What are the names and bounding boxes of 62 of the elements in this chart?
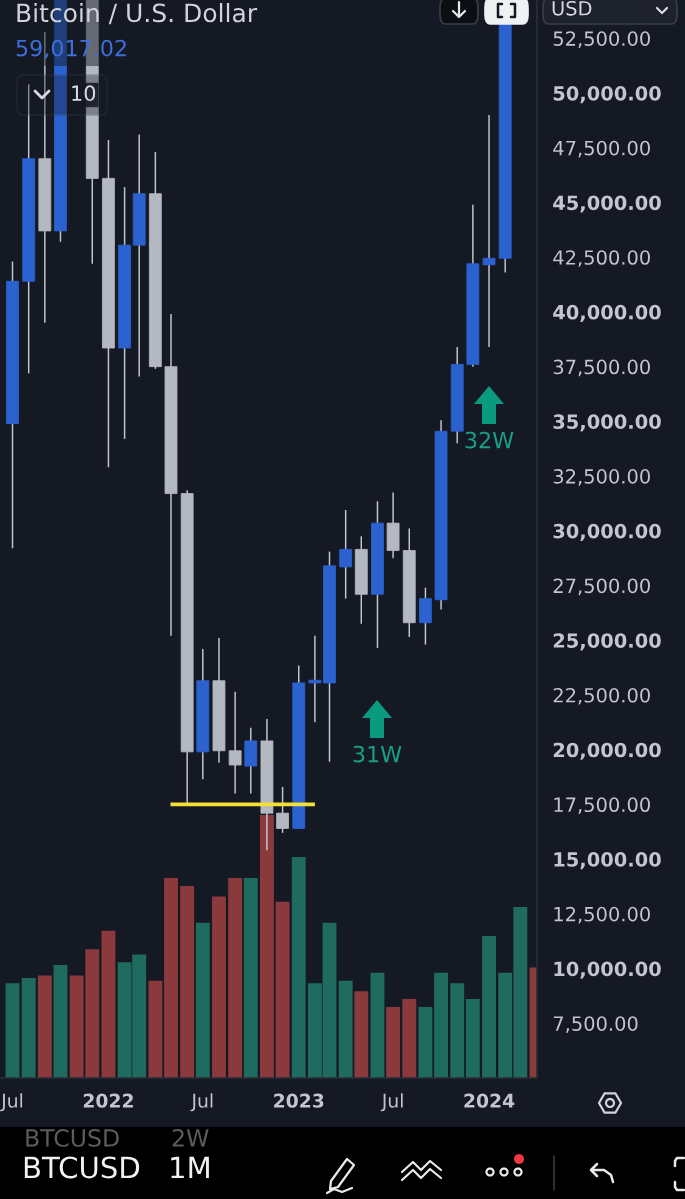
- x-tick-label: Jul: [190, 1093, 213, 1112]
- y-tick-label: 52,500.00: [553, 31, 650, 48]
- bar: [228, 878, 243, 1078]
- y-tick-label: 20,000.00: [553, 742, 661, 760]
- annotation: 59,017.02: [16, 39, 126, 59]
- y-tick-label: 27,500.00: [553, 578, 650, 596]
- bar: [180, 886, 195, 1078]
- y-tick-label: 35,000.00: [553, 414, 661, 432]
- y-tick-label: 10,000.00: [554, 961, 661, 979]
- text: BTCUSD: [26, 1128, 119, 1147]
- y-tick-label: 47,500.00: [553, 140, 650, 158]
- y-tick-label: 25,000.00: [553, 633, 661, 651]
- bar: [5, 983, 20, 1078]
- annotation: 32W: [465, 431, 514, 449]
- bar: [53, 964, 68, 1078]
- bar: [418, 1006, 433, 1078]
- bar: [450, 983, 465, 1078]
- y-tick-label: 32,500.00: [553, 469, 650, 486]
- chart-title: Bitcoin / U.S. Dollar: [17, 3, 258, 25]
- text: 2W: [172, 1128, 209, 1147]
- bar: [164, 878, 178, 1078]
- bar: [465, 999, 480, 1078]
- y-tick-label: 50,000.00: [553, 85, 661, 104]
- candlestick: [228, 691, 242, 794]
- candlestick: [132, 134, 146, 377]
- bar: [101, 930, 116, 1078]
- bar: [21, 978, 36, 1078]
- text: BTCUSD: [24, 1156, 140, 1179]
- y-tick-label: 45,000.00: [553, 195, 661, 213]
- y-tick-label: 42,500.00: [553, 250, 650, 267]
- text: 1M: [171, 1156, 209, 1179]
- y-tick-label: 17,500.00: [554, 797, 650, 815]
- x-tick-label: 2023: [274, 1093, 324, 1108]
- bar: [402, 999, 417, 1078]
- bar: [37, 975, 52, 1078]
- y-tick-label: 7,500.00: [553, 1016, 638, 1033]
- annotation: 10: [72, 85, 96, 102]
- bar: [354, 991, 369, 1078]
- y-tick-label: 30,000.00: [553, 523, 661, 541]
- y-tick-label: 40,000.00: [553, 304, 661, 323]
- annotation: 31W: [353, 745, 402, 763]
- bar: [275, 901, 290, 1078]
- x-tick-label: Jul: [0, 1093, 23, 1112]
- y-tick-label: 37,500.00: [553, 359, 650, 377]
- bar: [291, 857, 306, 1078]
- bar: [434, 972, 449, 1078]
- y-tick-label: 22,500.00: [553, 687, 650, 705]
- bar: [482, 935, 496, 1078]
- text: USD: [552, 0, 592, 16]
- bar: [386, 1006, 401, 1078]
- bar: [148, 980, 163, 1078]
- bar: [212, 896, 226, 1078]
- bar: [338, 980, 353, 1078]
- y-tick-label: 15,000.00: [554, 852, 661, 870]
- x-tick-label: Jul: [380, 1093, 403, 1112]
- bar: [195, 922, 210, 1078]
- bar: [243, 878, 258, 1078]
- y-tick-label: 12,500.00: [554, 906, 650, 924]
- x-tick-label: 2022: [83, 1093, 133, 1108]
- bar: [370, 972, 385, 1078]
- x-tick-label: 2024: [464, 1093, 515, 1108]
- candlestick: [482, 114, 496, 347]
